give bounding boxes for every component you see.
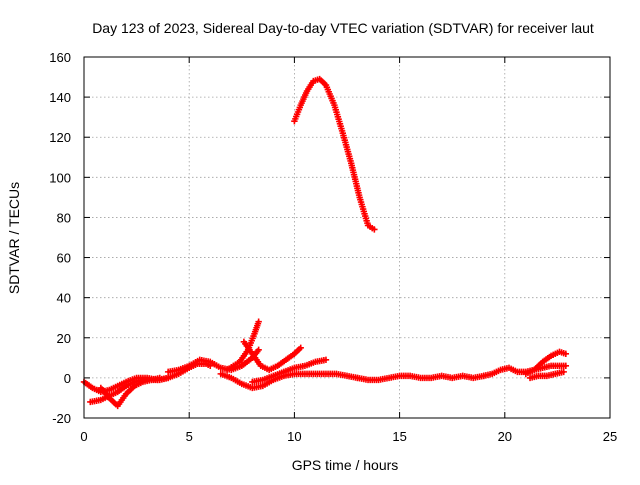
data-point (164, 374, 172, 382)
series-pass-12 (522, 348, 570, 378)
x-axis-label: GPS time / hours (292, 457, 399, 473)
y-tick-label: 0 (64, 371, 71, 386)
x-tick-label: 25 (603, 429, 617, 444)
grid (84, 57, 610, 418)
data-point (560, 368, 567, 376)
y-tick-label: 120 (49, 130, 71, 145)
series-pass-3 (97, 374, 163, 410)
data-point (255, 346, 262, 354)
series-pass-7 (240, 338, 304, 374)
data-point (371, 226, 378, 233)
y-tick-label: 160 (49, 50, 71, 65)
y-tick-label: 140 (49, 90, 71, 105)
plot-frame (83, 56, 611, 419)
chart-title: Day 123 of 2023, Sidereal Day-to-day VTE… (92, 20, 594, 36)
x-tick-label: 5 (186, 429, 193, 444)
plot-series (80, 75, 570, 410)
data-point (255, 318, 262, 325)
x-tick-label: 20 (498, 429, 512, 444)
data-point (562, 362, 570, 370)
y-tick-label: 100 (49, 170, 71, 185)
series-pass-10 (354, 372, 487, 384)
y-tick-label: 40 (57, 291, 71, 306)
data-point (562, 350, 570, 358)
data-point (297, 344, 304, 352)
x-tick-label: 0 (80, 429, 87, 444)
y-tick-label: 60 (57, 251, 71, 266)
x-tick-label: 15 (392, 429, 406, 444)
series-pass-9 (291, 75, 378, 233)
y-tick-label: 20 (57, 331, 71, 346)
y-axis-label: SDTVAR / TECUs (6, 182, 22, 294)
series-pass-8 (249, 356, 330, 386)
y-tick-label: 80 (57, 210, 71, 225)
series-pass-13 (526, 368, 567, 382)
data-point (322, 356, 330, 364)
y-tick-label: -20 (52, 411, 71, 426)
data-point (156, 374, 163, 382)
axis-ticks: 0 5 10 15 20 25 -20 0 20 40 60 80 100 120 140 160 (49, 50, 617, 444)
series-pass-6 (217, 370, 361, 392)
x-tick-label: 10 (287, 429, 301, 444)
